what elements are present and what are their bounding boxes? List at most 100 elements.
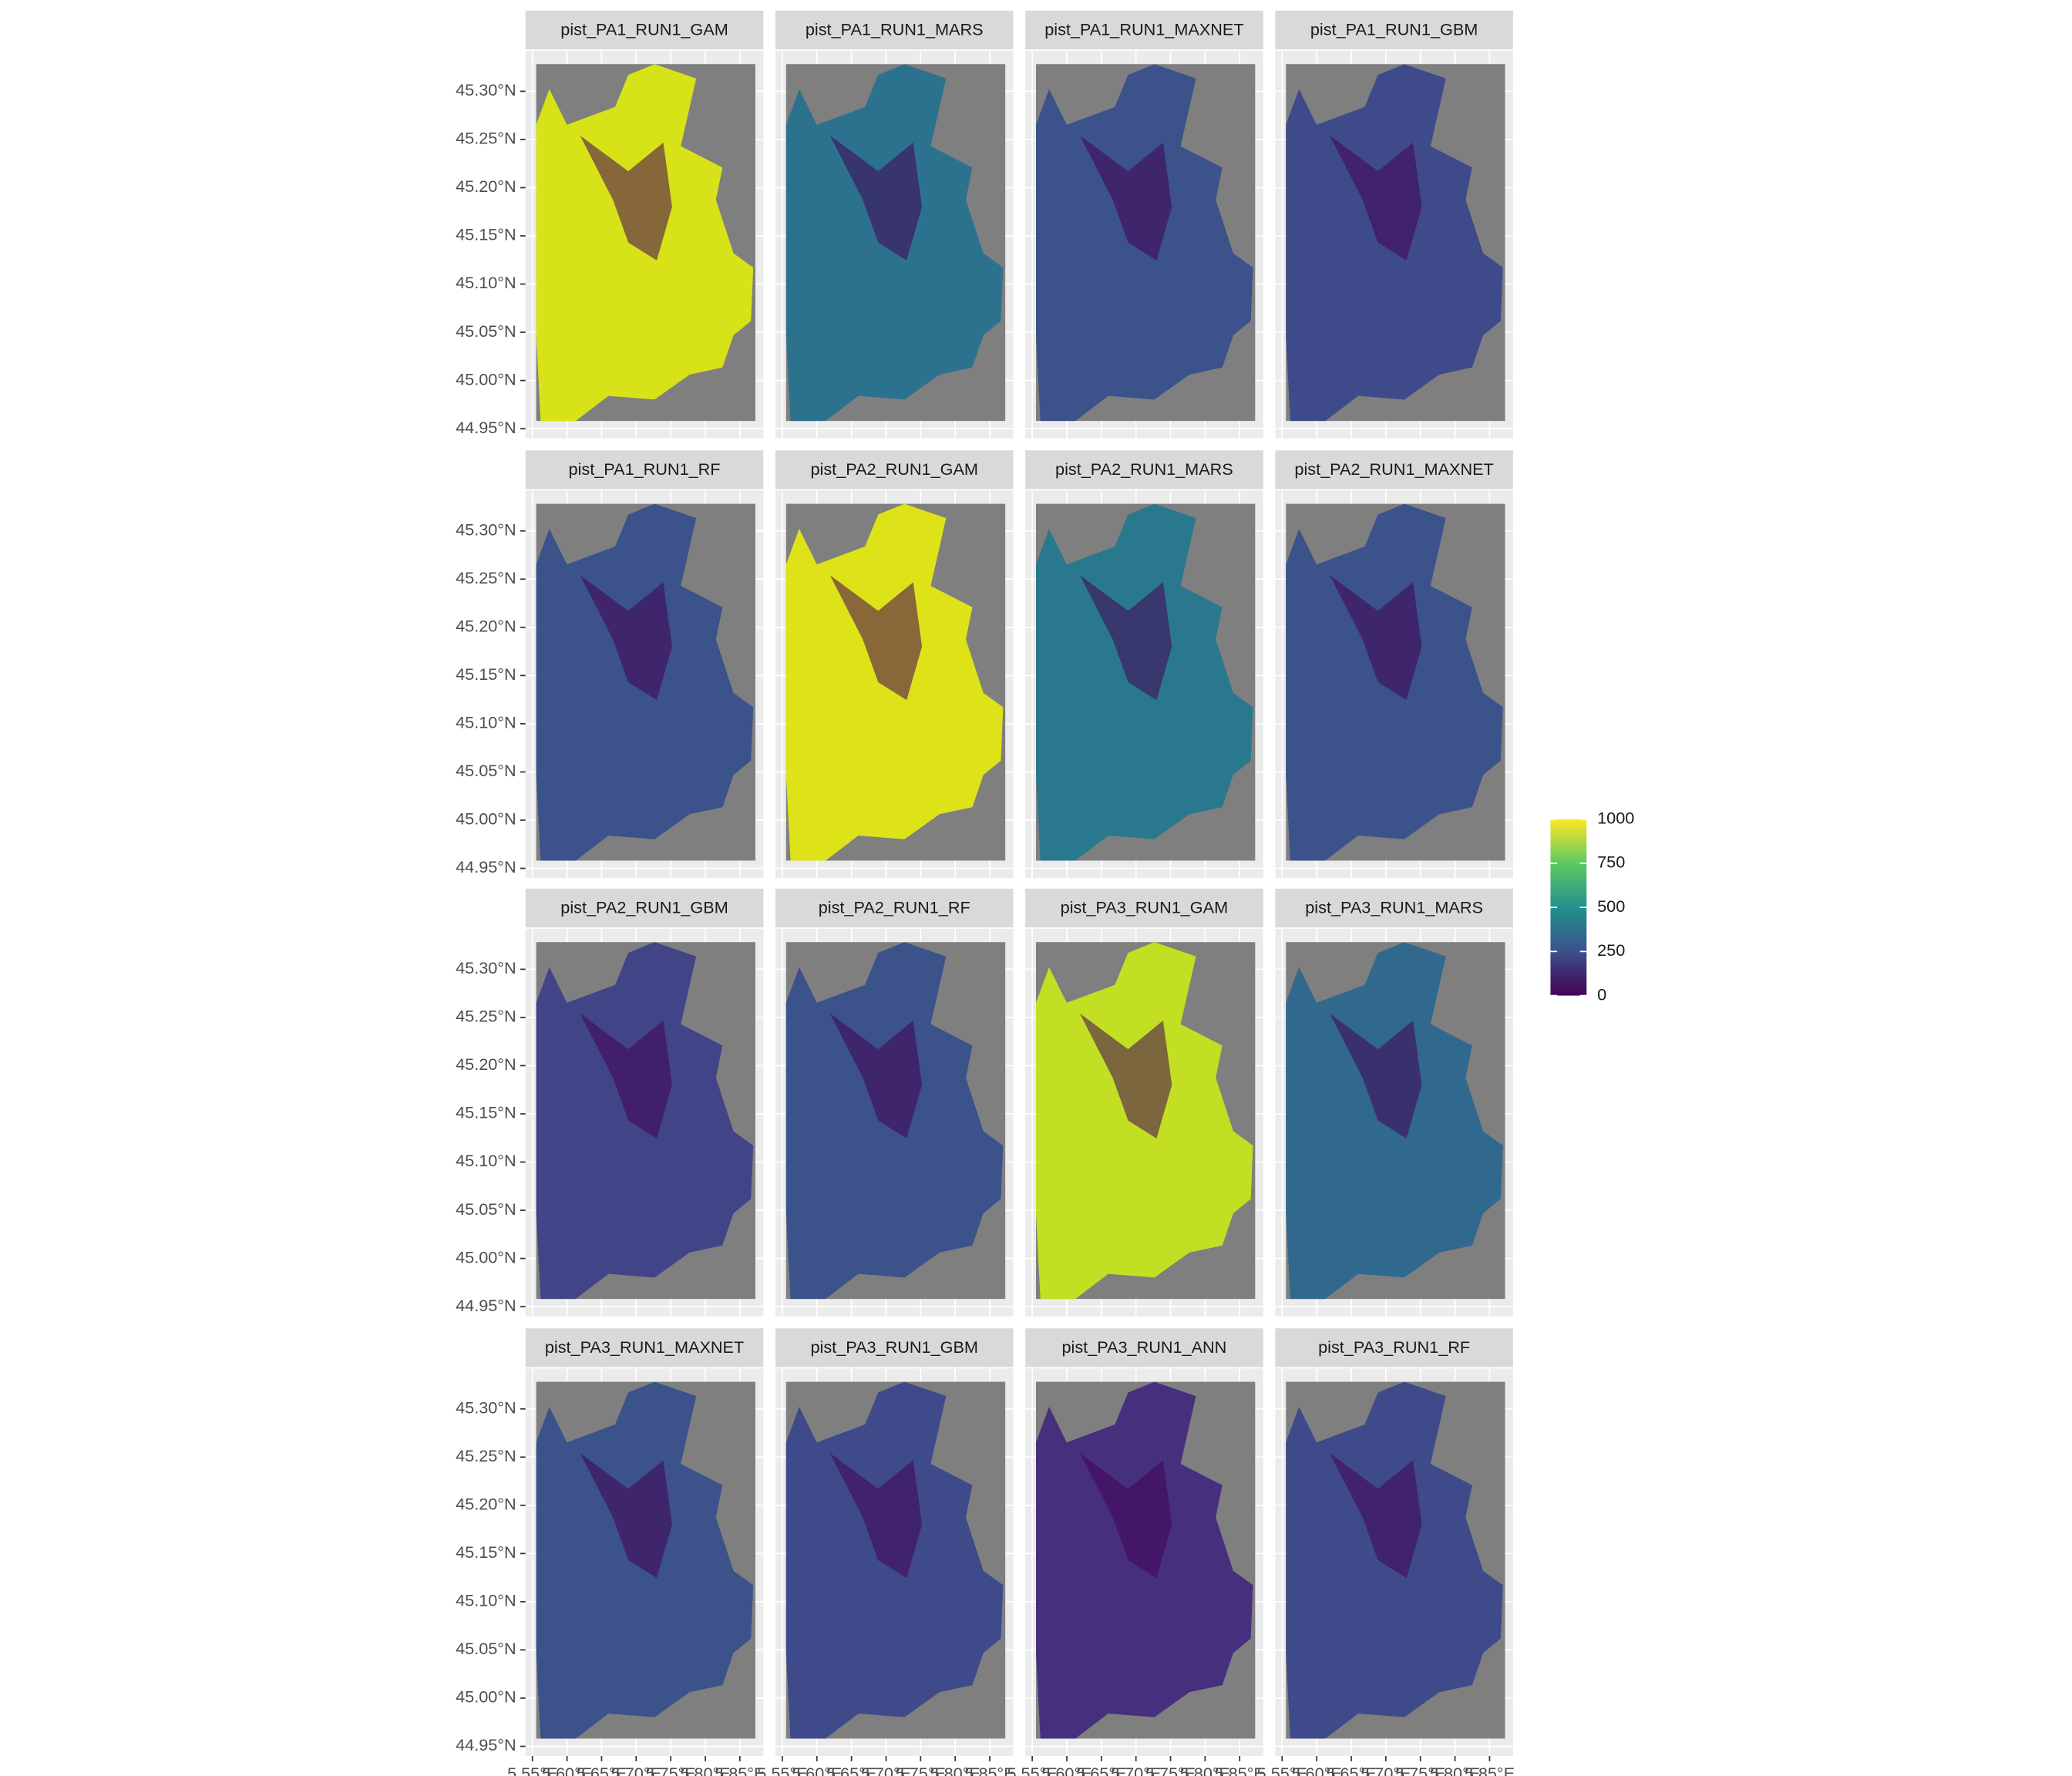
y-tick-label: 45.20°N <box>456 1054 516 1074</box>
y-tick-label: 45.10°N <box>456 713 516 732</box>
map-low-area <box>1079 1013 1172 1139</box>
x-tick-label: 5.70°E <box>1111 1764 1161 1776</box>
y-tick-label: 44.95°N <box>456 418 516 437</box>
y-tick-label: 45.20°N <box>456 1495 516 1514</box>
facet-title: pist_PA3_RUN1_GAM <box>1061 898 1228 917</box>
facet-strip <box>775 888 1014 928</box>
facet-title: pist_PA3_RUN1_GBM <box>811 1337 978 1357</box>
x-tick-label: 5.85°E <box>1215 1764 1265 1776</box>
facet-title: pist_PA1_RUN1_GAM <box>560 20 728 39</box>
facet-strip <box>525 10 764 50</box>
facet-strip <box>525 450 764 489</box>
map-low-area <box>1079 575 1172 701</box>
x-tick-label: 5.85°E <box>715 1764 765 1776</box>
y-tick-label: 45.05°N <box>456 761 516 780</box>
facet-strip <box>1275 10 1513 50</box>
x-tick-label: 5.65°E <box>1326 1764 1376 1776</box>
map-low-area <box>580 1013 672 1139</box>
x-tick-label: 5.80°E <box>680 1764 730 1776</box>
legend-label: 250 <box>1597 940 1625 960</box>
facet-strip <box>1025 10 1263 50</box>
y-tick-label: 45.30°N <box>456 520 516 539</box>
y-tick-label: 45.30°N <box>456 1398 516 1417</box>
x-tick-label: 5.60°E <box>1292 1764 1342 1776</box>
legend-label: 750 <box>1597 853 1625 872</box>
x-tick-label: 5.80°E <box>930 1764 980 1776</box>
x-tick-label: 5.55°E <box>757 1764 807 1776</box>
x-tick-label: 5.75°E <box>646 1764 696 1776</box>
facet-title: pist_PA2_RUN1_MAXNET <box>1294 459 1493 479</box>
x-tick-label: 5.75°E <box>1395 1764 1445 1776</box>
x-tick-label: 5.55°E <box>1007 1764 1057 1776</box>
facet-strip <box>1275 450 1513 489</box>
x-tick-label: 5.60°E <box>792 1764 842 1776</box>
facet-strip <box>1275 1328 1513 1367</box>
y-tick-label: 45.00°N <box>456 1687 516 1707</box>
facet-strip <box>525 1328 764 1367</box>
y-tick-label: 45.05°N <box>456 1639 516 1658</box>
y-tick-label: 45.00°N <box>456 369 516 388</box>
facet-title: pist_PA3_RUN1_MAXNET <box>545 1337 744 1357</box>
facet-title: pist_PA2_RUN1_MARS <box>1055 459 1233 479</box>
facet-strip <box>1025 1328 1263 1367</box>
facet-title: pist_PA1_RUN1_GBM <box>1310 20 1478 39</box>
x-tick-label: 5.65°E <box>1076 1764 1126 1776</box>
legend-label: 1000 <box>1597 808 1634 827</box>
y-tick-label: 45.25°N <box>456 568 516 587</box>
y-tick-label: 45.10°N <box>456 1591 516 1610</box>
x-tick-label: 5.55°E <box>507 1764 557 1776</box>
facet-strip <box>775 1328 1014 1367</box>
map-low-area <box>1079 135 1172 261</box>
facet-strip <box>525 888 764 928</box>
facet-title: pist_PA3_RUN1_ANN <box>1061 1337 1226 1357</box>
legend-label: 0 <box>1597 984 1606 1004</box>
y-tick-label: 44.95°N <box>456 857 516 876</box>
y-tick-label: 45.15°N <box>456 1542 516 1562</box>
facet-title: pist_PA2_RUN1_RF <box>819 898 970 917</box>
x-tick-label: 5.60°E <box>1041 1764 1092 1776</box>
x-tick-label: 5.60°E <box>542 1764 592 1776</box>
y-tick-label: 45.25°N <box>456 1007 516 1026</box>
facet-strip <box>1275 888 1513 928</box>
x-tick-label: 5.75°E <box>1145 1764 1196 1776</box>
y-tick-label: 45.10°N <box>456 273 516 292</box>
map-low-area <box>580 135 672 261</box>
y-tick-label: 45.10°N <box>456 1151 516 1170</box>
x-tick-label: 5.55°E <box>1257 1764 1307 1776</box>
y-tick-label: 45.25°N <box>456 129 516 148</box>
facet-strip <box>775 10 1014 50</box>
y-tick-label: 45.15°N <box>456 664 516 684</box>
x-tick-label: 5.80°E <box>1180 1764 1230 1776</box>
y-tick-label: 45.15°N <box>456 225 516 244</box>
y-tick-label: 45.05°N <box>456 1199 516 1219</box>
x-tick-label: 5.65°E <box>577 1764 627 1776</box>
map-low-area <box>1330 1013 1422 1139</box>
map-low-area <box>1330 135 1422 261</box>
y-tick-label: 44.95°N <box>456 1735 516 1754</box>
map-low-area <box>1330 575 1422 701</box>
y-tick-label: 45.20°N <box>456 177 516 196</box>
map-low-area <box>1079 1453 1172 1579</box>
map-low-area <box>829 1453 923 1579</box>
facet-title: pist_PA1_RUN1_MARS <box>806 20 984 39</box>
map-low-area <box>580 1453 672 1579</box>
x-tick-label: 5.70°E <box>861 1764 911 1776</box>
facet-title: pist_PA3_RUN1_MARS <box>1305 898 1483 917</box>
map-low-area <box>829 575 923 701</box>
y-tick-label: 45.00°N <box>456 1247 516 1266</box>
x-tick-label: 5.85°E <box>1465 1764 1515 1776</box>
y-tick-label: 45.20°N <box>456 617 516 636</box>
facet-strip <box>775 450 1014 489</box>
facet-title: pist_PA1_RUN1_RF <box>569 459 721 479</box>
y-tick-label: 45.25°N <box>456 1446 516 1465</box>
facet-title: pist_PA2_RUN1_GBM <box>560 898 728 917</box>
y-tick-label: 45.30°N <box>456 958 516 977</box>
x-tick-label: 5.70°E <box>1361 1764 1411 1776</box>
y-tick-label: 45.00°N <box>456 809 516 829</box>
facet-strip <box>1025 450 1263 489</box>
facet-title: pist_PA1_RUN1_MAXNET <box>1044 20 1243 39</box>
map-low-area <box>829 135 923 261</box>
y-tick-label: 45.30°N <box>456 80 516 99</box>
facet-title: pist_PA2_RUN1_GAM <box>811 459 978 479</box>
